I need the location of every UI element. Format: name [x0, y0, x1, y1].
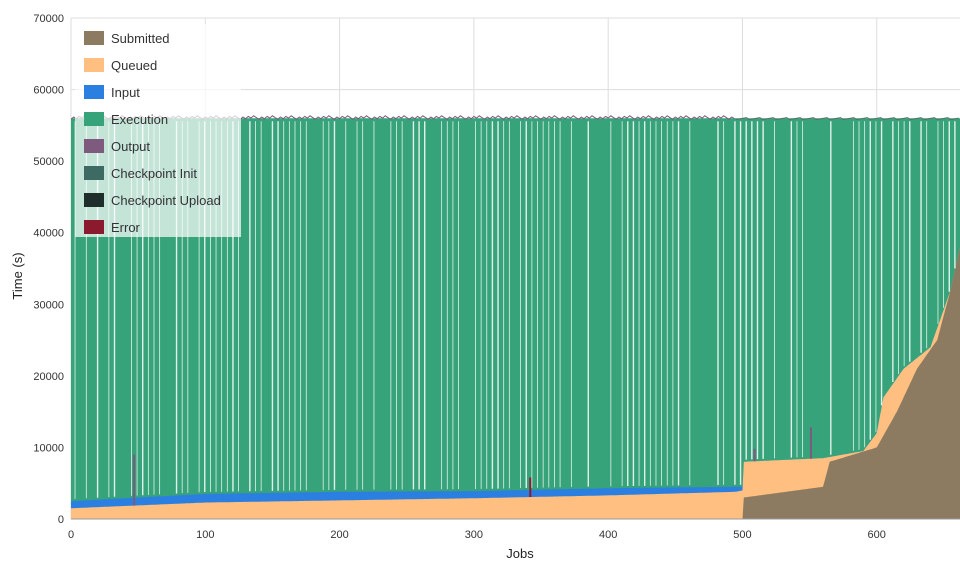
x-tick-label: 0 — [68, 529, 74, 541]
legend-swatch — [84, 166, 104, 180]
y-tick-label: 60000 — [33, 85, 64, 97]
legend-label: Error — [111, 220, 141, 235]
legend-label: Input — [111, 85, 140, 100]
axes: 0 10000 20000 30000 40000 50000 60000 70000 0 100… — [33, 13, 960, 541]
legend-swatch — [84, 31, 104, 45]
legend-swatch — [84, 58, 104, 72]
x-tick-label: 600 — [868, 529, 886, 541]
y-tick-label: 70000 — [33, 13, 64, 25]
legend-label: Submitted — [111, 31, 170, 46]
series-area-execution — [71, 118, 960, 519]
legend-swatch — [84, 193, 104, 207]
x-tick-label: 100 — [196, 529, 214, 541]
series-area-submitted — [71, 247, 960, 519]
x-tick-label: 400 — [599, 529, 617, 541]
legend-swatch — [84, 139, 104, 153]
legend-label: Checkpoint Init — [111, 166, 197, 181]
y-tick-label: 20000 — [33, 371, 64, 383]
legend-label: Output — [111, 139, 150, 154]
legend-swatch — [84, 220, 104, 234]
legend-label: Execution — [111, 112, 168, 127]
y-tick-label: 50000 — [33, 156, 64, 168]
legend-label: Queued — [111, 58, 157, 73]
y-tick-label: 40000 — [33, 228, 64, 240]
y-tick-label: 10000 — [33, 442, 64, 454]
legend: Submitted Queued Input Execution Output Check… — [75, 24, 241, 237]
legend-swatch — [84, 112, 104, 126]
y-tick-label: 30000 — [33, 299, 64, 311]
x-tick-label: 300 — [465, 529, 483, 541]
legend-label: Checkpoint Upload — [111, 193, 221, 208]
x-tick-label: 500 — [733, 529, 751, 541]
stacked-areas — [71, 115, 960, 519]
checkpoint-outline — [735, 117, 959, 121]
x-tick-label: 200 — [330, 529, 348, 541]
x-axis-title: Jobs — [506, 546, 534, 561]
y-axis-title: Time (s) — [10, 252, 25, 299]
y-tick-label: 0 — [58, 514, 64, 526]
legend-swatch — [84, 85, 104, 99]
